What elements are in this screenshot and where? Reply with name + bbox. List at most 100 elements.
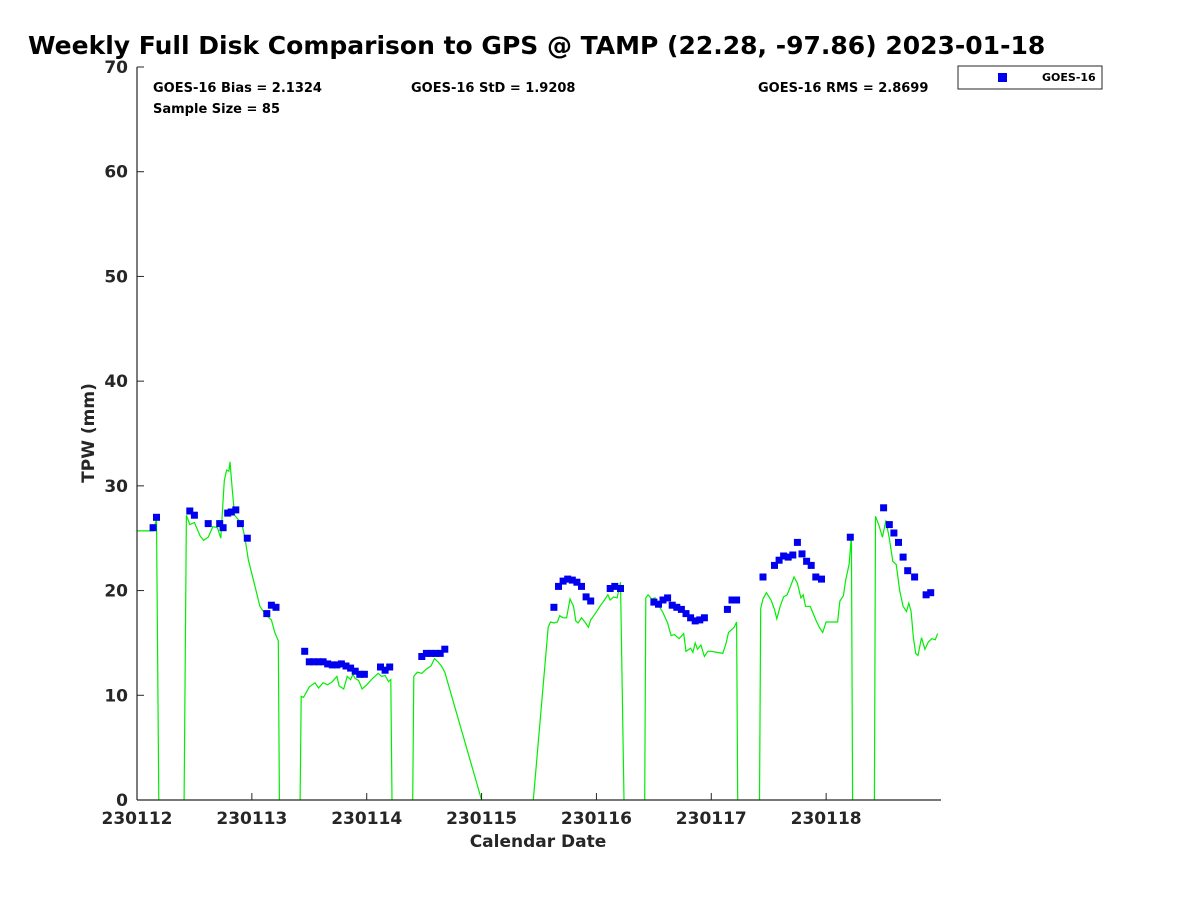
goes16-point: [899, 553, 907, 561]
y-tick-label: 0: [116, 791, 128, 811]
goes16-point: [728, 596, 736, 604]
goes16-point: [911, 573, 919, 581]
goes16-point: [691, 617, 699, 625]
x-tick-label: 230114: [331, 809, 402, 829]
chart-title: Weekly Full Disk Comparison to GPS @ TAM…: [28, 31, 1045, 60]
goes16-point: [798, 550, 806, 558]
stat-sample-size: Sample Size = 85: [153, 102, 280, 117]
goes16-point: [267, 601, 275, 609]
goes16-point: [573, 578, 581, 586]
goes16-point: [559, 577, 567, 585]
gps-series-line: [758, 536, 854, 801]
goes16-point: [655, 600, 662, 608]
goes16-point: [360, 670, 368, 678]
goes16-point: [216, 520, 224, 528]
x-tick-label: 230115: [446, 809, 517, 829]
goes16-point: [263, 610, 271, 618]
goes16-point: [682, 610, 690, 618]
gps-series-line: [299, 672, 393, 801]
goes16-point: [890, 529, 898, 537]
goes16-point: [432, 649, 440, 657]
goes16-point: [606, 585, 614, 592]
goes16-point: [733, 596, 741, 604]
goes16-point: [789, 551, 797, 559]
goes16-point: [418, 653, 426, 660]
goes16-point: [564, 575, 572, 583]
goes16-point: [272, 603, 280, 611]
y-tick-label: 20: [104, 582, 128, 602]
x-tick-label: 230113: [216, 809, 287, 829]
goes16-point: [775, 556, 783, 564]
goes16-point: [243, 534, 251, 542]
goes16-point: [687, 614, 695, 622]
goes16-point: [153, 513, 160, 521]
goes16-point: [818, 575, 825, 583]
stat-bias: GOES-16 Bias = 2.1324: [153, 81, 322, 96]
goes16-point: [305, 658, 313, 666]
goes16-point: [342, 662, 350, 670]
legend-label-goes16: GOES-16: [1042, 71, 1096, 84]
goes16-point: [319, 658, 327, 666]
goes16-point: [578, 582, 585, 590]
goes16-point: [659, 596, 667, 604]
goes16-point: [700, 614, 708, 622]
goes16-point: [441, 645, 449, 653]
y-tick-label: 60: [104, 163, 128, 183]
y-tick-label: 30: [104, 477, 128, 497]
goes16-point: [922, 591, 930, 599]
tick-group: 0 10 20 30 40 50 60 70 230112 230113 230114 230115 2…: [102, 58, 862, 829]
goes16-point: [386, 663, 394, 671]
goes16-point: [427, 649, 435, 657]
x-tick-label: 230112: [102, 809, 173, 829]
goes16-point: [315, 658, 322, 666]
goes16-point: [337, 660, 345, 668]
goes16-point: [759, 573, 767, 581]
goes16-point: [301, 647, 309, 655]
x-tick-label: 230117: [676, 809, 747, 829]
goes16-point: [812, 573, 820, 581]
goes16-point: [356, 670, 364, 678]
goes16-point: [333, 661, 341, 669]
goes16-point: [803, 557, 811, 565]
legend-marker-goes16: [998, 73, 1007, 82]
goes16-point: [550, 603, 558, 611]
goes16-point: [885, 521, 893, 529]
y-tick-label: 40: [104, 372, 128, 392]
gps-series-line: [873, 515, 939, 801]
goes16-point: [377, 663, 384, 671]
goes16-point: [227, 508, 235, 516]
legend-box: [957, 65, 1103, 90]
plot-content: [137, 461, 939, 801]
goes16-point: [696, 616, 704, 624]
goes16-point: [347, 664, 355, 672]
gps-series-line: [412, 657, 483, 801]
stat-std: GOES-16 StD = 1.9208: [411, 81, 575, 96]
goes16-point: [555, 582, 562, 590]
goes16-point: [880, 504, 888, 512]
goes16-point: [351, 667, 359, 675]
goes16-point: [310, 658, 318, 666]
y-tick-label: 50: [104, 267, 128, 287]
goes16-point: [780, 552, 788, 560]
goes16-point: [617, 585, 624, 592]
goes16-point: [436, 649, 444, 657]
goes16-point: [771, 561, 778, 569]
goes16-point: [232, 506, 240, 514]
goes16-point: [236, 520, 244, 528]
y-tick-label: 70: [104, 58, 128, 78]
goes16-point: [650, 598, 658, 606]
goes16-point: [582, 593, 590, 601]
goes16-point: [611, 582, 619, 590]
goes16-point: [927, 589, 935, 597]
goes16-point: [324, 660, 332, 668]
stat-rms: GOES-16 RMS = 2.8699: [758, 81, 928, 96]
goes16-point: [328, 661, 336, 669]
goes16-point: [895, 538, 902, 546]
goes16-point: [568, 576, 576, 584]
gps-series-line: [532, 582, 625, 801]
y-tick-label: 10: [104, 686, 128, 706]
goes16-point: [904, 567, 912, 575]
goes16-point: [807, 561, 815, 569]
goes16-point: [784, 553, 792, 561]
